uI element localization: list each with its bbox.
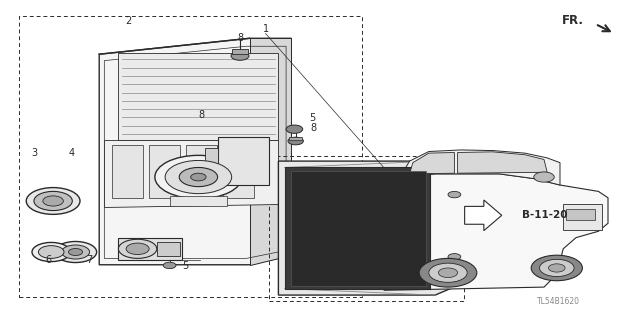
Bar xyxy=(19,16,362,297)
Circle shape xyxy=(34,191,72,211)
Bar xyxy=(112,145,143,198)
Bar xyxy=(563,204,602,230)
Bar xyxy=(566,209,595,220)
Circle shape xyxy=(126,243,149,255)
Bar xyxy=(269,156,464,301)
Polygon shape xyxy=(400,150,560,185)
Bar xyxy=(289,137,302,140)
Bar xyxy=(232,49,248,54)
Polygon shape xyxy=(250,38,291,265)
Circle shape xyxy=(54,241,97,263)
Circle shape xyxy=(61,245,90,259)
Bar xyxy=(170,196,227,206)
Circle shape xyxy=(155,155,242,199)
Circle shape xyxy=(286,125,303,133)
Circle shape xyxy=(43,196,63,206)
Circle shape xyxy=(68,249,83,256)
Text: FR.: FR. xyxy=(562,14,584,27)
Polygon shape xyxy=(99,38,291,265)
Polygon shape xyxy=(458,152,547,173)
Circle shape xyxy=(118,239,157,258)
Circle shape xyxy=(548,264,565,272)
Bar xyxy=(157,242,180,256)
Circle shape xyxy=(191,173,206,181)
Circle shape xyxy=(179,167,218,187)
Circle shape xyxy=(438,268,458,278)
Circle shape xyxy=(531,255,582,281)
Text: TL54B1620: TL54B1620 xyxy=(537,297,580,306)
Circle shape xyxy=(288,137,303,145)
Text: 2: 2 xyxy=(125,16,131,26)
Circle shape xyxy=(540,259,574,277)
Text: 7: 7 xyxy=(86,255,93,265)
Circle shape xyxy=(429,263,467,282)
Polygon shape xyxy=(465,200,502,231)
Polygon shape xyxy=(278,161,458,295)
Circle shape xyxy=(163,262,176,269)
Text: B-11-20: B-11-20 xyxy=(522,210,567,220)
Text: 6: 6 xyxy=(45,255,52,265)
Polygon shape xyxy=(384,174,608,290)
Circle shape xyxy=(448,254,461,260)
Polygon shape xyxy=(104,140,278,207)
Polygon shape xyxy=(410,152,454,174)
Bar xyxy=(149,145,180,198)
Bar xyxy=(186,145,217,198)
Circle shape xyxy=(419,258,477,287)
Circle shape xyxy=(534,172,554,182)
Text: 8: 8 xyxy=(237,33,243,43)
Circle shape xyxy=(26,188,80,214)
Bar xyxy=(291,171,426,286)
Bar xyxy=(218,137,269,185)
Circle shape xyxy=(448,191,461,198)
Text: 8: 8 xyxy=(198,110,205,120)
Polygon shape xyxy=(285,167,430,289)
Text: 8: 8 xyxy=(310,122,317,133)
Bar xyxy=(223,145,254,198)
Circle shape xyxy=(38,246,64,258)
Bar xyxy=(118,238,182,260)
Circle shape xyxy=(165,160,232,194)
Text: 3: 3 xyxy=(31,148,37,158)
Text: 5: 5 xyxy=(309,113,316,123)
Bar xyxy=(118,53,278,140)
Text: 4: 4 xyxy=(68,148,75,158)
Circle shape xyxy=(231,51,249,60)
Text: 5: 5 xyxy=(182,261,189,271)
Circle shape xyxy=(32,242,70,262)
Bar xyxy=(205,148,218,180)
Text: 1: 1 xyxy=(262,24,269,34)
